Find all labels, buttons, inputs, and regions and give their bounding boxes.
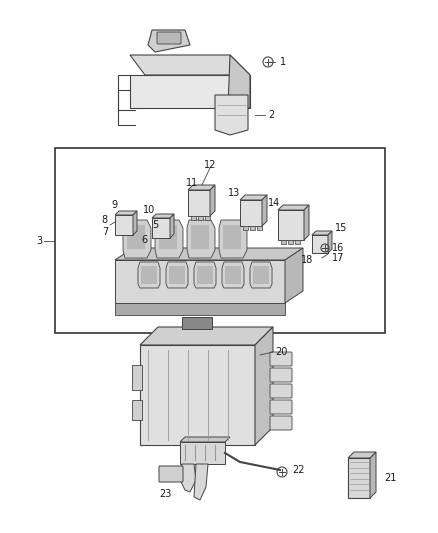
Text: 17: 17: [332, 253, 344, 263]
Polygon shape: [155, 220, 183, 258]
Polygon shape: [312, 231, 332, 235]
Polygon shape: [285, 248, 303, 303]
Text: 20: 20: [275, 347, 287, 357]
Polygon shape: [138, 262, 160, 288]
Text: 13: 13: [228, 188, 240, 198]
Polygon shape: [115, 260, 285, 303]
Polygon shape: [115, 303, 285, 315]
Bar: [205, 216, 210, 220]
Polygon shape: [152, 214, 174, 218]
FancyBboxPatch shape: [270, 368, 292, 382]
Bar: [240, 200, 262, 226]
Polygon shape: [166, 262, 188, 288]
Text: 1: 1: [280, 57, 286, 67]
FancyBboxPatch shape: [159, 466, 183, 482]
Polygon shape: [123, 220, 151, 258]
FancyBboxPatch shape: [270, 400, 292, 414]
FancyBboxPatch shape: [270, 384, 292, 398]
Polygon shape: [262, 195, 267, 226]
Polygon shape: [115, 248, 303, 260]
FancyBboxPatch shape: [253, 266, 269, 284]
FancyBboxPatch shape: [270, 416, 292, 430]
Text: 18: 18: [301, 255, 313, 265]
Polygon shape: [278, 205, 309, 210]
Text: 7: 7: [102, 227, 108, 237]
Polygon shape: [250, 262, 272, 288]
Polygon shape: [140, 327, 273, 345]
Text: 16: 16: [332, 243, 344, 253]
Bar: [295, 240, 300, 244]
Polygon shape: [348, 452, 376, 458]
Bar: [132, 400, 142, 420]
Polygon shape: [228, 55, 250, 108]
Text: 22: 22: [292, 465, 304, 475]
FancyBboxPatch shape: [225, 266, 241, 284]
Polygon shape: [180, 437, 230, 442]
Polygon shape: [194, 464, 208, 500]
FancyBboxPatch shape: [270, 352, 292, 366]
Bar: [191, 216, 196, 220]
Polygon shape: [370, 452, 376, 498]
Bar: [250, 226, 255, 230]
Bar: [288, 240, 293, 244]
Bar: [180, 442, 225, 464]
Polygon shape: [170, 214, 174, 238]
Text: 21: 21: [384, 473, 396, 483]
FancyBboxPatch shape: [223, 225, 241, 249]
Text: 2: 2: [268, 110, 274, 120]
Text: 23: 23: [159, 489, 172, 499]
FancyBboxPatch shape: [157, 32, 181, 44]
Text: 9: 9: [112, 200, 118, 210]
FancyBboxPatch shape: [169, 266, 185, 284]
Bar: [348, 458, 370, 498]
Text: 14: 14: [268, 198, 280, 208]
Polygon shape: [222, 262, 244, 288]
Bar: [188, 190, 210, 216]
Bar: [140, 345, 255, 445]
Polygon shape: [115, 211, 137, 215]
Bar: [312, 235, 328, 253]
FancyBboxPatch shape: [127, 225, 145, 249]
Bar: [152, 218, 170, 238]
Text: 12: 12: [204, 160, 216, 170]
Polygon shape: [328, 231, 332, 253]
Polygon shape: [194, 262, 216, 288]
Bar: [132, 365, 142, 390]
Polygon shape: [255, 327, 273, 445]
Text: 6: 6: [142, 235, 148, 245]
Text: 10: 10: [143, 205, 155, 215]
Text: 15: 15: [335, 223, 347, 233]
FancyBboxPatch shape: [159, 225, 177, 249]
Polygon shape: [304, 205, 309, 240]
Polygon shape: [180, 464, 196, 492]
Bar: [281, 240, 286, 244]
Polygon shape: [219, 220, 247, 258]
Bar: [198, 216, 203, 220]
Polygon shape: [130, 55, 250, 75]
Polygon shape: [188, 185, 215, 190]
Polygon shape: [133, 211, 137, 235]
Text: 11: 11: [186, 178, 198, 188]
Polygon shape: [148, 30, 190, 52]
Bar: [55, 148, 385, 333]
Bar: [243, 226, 248, 230]
Text: 8: 8: [102, 215, 108, 225]
Polygon shape: [187, 220, 215, 258]
FancyBboxPatch shape: [191, 225, 209, 249]
Polygon shape: [130, 75, 250, 108]
Bar: [182, 317, 212, 329]
FancyBboxPatch shape: [197, 266, 213, 284]
Polygon shape: [240, 195, 267, 200]
Polygon shape: [215, 95, 248, 135]
Bar: [278, 210, 304, 240]
Text: 3: 3: [36, 236, 42, 246]
Text: 5: 5: [152, 220, 158, 230]
Polygon shape: [210, 185, 215, 216]
FancyBboxPatch shape: [141, 266, 157, 284]
Bar: [115, 215, 133, 235]
Bar: [257, 226, 262, 230]
